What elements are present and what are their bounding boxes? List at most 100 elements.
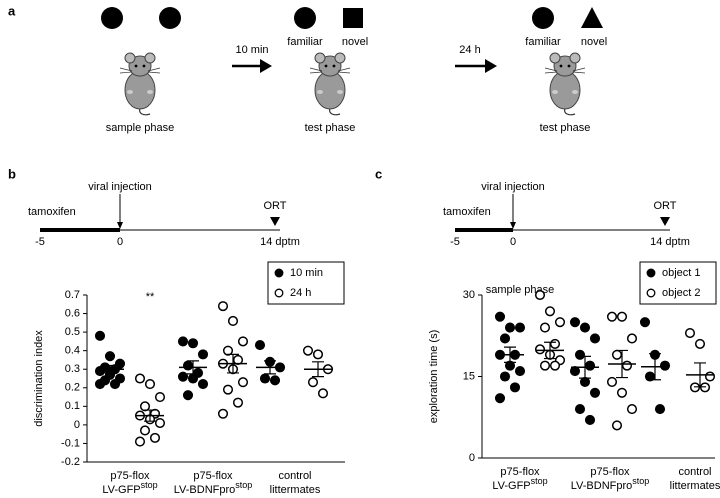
- phase-label: test phase: [540, 122, 591, 134]
- y-tick-label: 0.5: [65, 326, 80, 338]
- data-point: [544, 306, 556, 317]
- y-tick-label: 0: [74, 419, 80, 431]
- data-point: [621, 360, 633, 371]
- event-label: viral injection: [481, 181, 545, 193]
- event-arrow-head: [510, 222, 516, 229]
- group-label: p75-flox: [110, 470, 150, 482]
- delay-label: 10 min: [235, 44, 268, 56]
- data-point: [197, 349, 209, 360]
- data-point: [539, 322, 551, 333]
- data-point: [579, 376, 591, 387]
- event-label: ORT: [653, 200, 676, 212]
- error-bar: [579, 355, 591, 379]
- data-point: [611, 349, 623, 360]
- data-point: [534, 344, 546, 355]
- data-point: [154, 417, 166, 429]
- mouse: [119, 52, 161, 116]
- data-point: [514, 322, 526, 333]
- data-point: [494, 393, 506, 404]
- legend-marker: [646, 288, 656, 298]
- delay-label: 24 h: [459, 44, 480, 56]
- timeline-tick: -5: [450, 236, 460, 248]
- object: [294, 7, 316, 29]
- object-label: novel: [581, 36, 607, 48]
- data-point: [589, 333, 601, 344]
- data-point: [222, 384, 234, 395]
- data-point: [177, 336, 189, 347]
- y-axis-label: discrimination index: [33, 330, 45, 427]
- timeline-tick: 14 dptm: [260, 236, 300, 248]
- data-point: [197, 379, 209, 390]
- object: [159, 7, 181, 29]
- data-point: [639, 317, 651, 328]
- data-point: [606, 376, 618, 387]
- group-label-part: LV-BDNFpro: [174, 484, 236, 496]
- data-point: [307, 377, 319, 388]
- data-point: [217, 301, 229, 312]
- y-tick-label: 0.3: [65, 363, 80, 375]
- data-point: [94, 379, 106, 390]
- data-point: [534, 289, 546, 301]
- group-label: LV-BDNFprostop: [174, 480, 253, 496]
- y-tick-label: -0.2: [61, 456, 80, 468]
- ort-marker: [660, 217, 670, 226]
- data-point: [494, 311, 506, 322]
- event-label: tamoxifen: [28, 206, 76, 218]
- y-tick-label: 0.1: [65, 400, 80, 412]
- error-bar: [504, 346, 516, 363]
- legend-label: 24 h: [290, 287, 311, 299]
- data-point: [694, 338, 706, 349]
- data-point: [579, 322, 591, 333]
- object: [101, 7, 123, 29]
- data-point: [606, 311, 618, 322]
- legend-marker: [274, 288, 284, 298]
- y-tick-label: 15: [463, 370, 475, 382]
- error-bar: [694, 362, 706, 388]
- object-label: novel: [342, 36, 368, 48]
- y-axis-label: exploration time (s): [428, 330, 440, 424]
- data-point: [177, 371, 189, 382]
- error-bar: [227, 353, 239, 374]
- object: [343, 8, 363, 28]
- data-point: [644, 371, 656, 382]
- group-label: LV-BDNFprostop: [571, 476, 650, 492]
- timeline-tick: 14 dptm: [650, 236, 690, 248]
- ort-marker: [270, 217, 280, 226]
- data-point: [104, 351, 116, 362]
- data-point: [187, 373, 199, 384]
- event-label: tamoxifen: [443, 206, 491, 218]
- data-point: [312, 349, 324, 360]
- legend-marker: [646, 268, 656, 278]
- data-point: [237, 377, 249, 388]
- data-point: [302, 345, 314, 356]
- data-point: [504, 322, 516, 333]
- object-label: familiar: [287, 36, 323, 48]
- data-point: [589, 387, 601, 398]
- data-point: [237, 336, 249, 347]
- group-label-sup: stop: [141, 480, 158, 490]
- data-point: [94, 330, 106, 341]
- object: [532, 7, 554, 29]
- data-point: [584, 414, 596, 426]
- group-label: littermates: [670, 480, 720, 492]
- legend-label: object 2: [662, 287, 701, 299]
- group-label: control: [278, 470, 311, 482]
- timeline-tick: 0: [510, 236, 516, 248]
- data-point: [144, 379, 156, 390]
- data-point: [569, 317, 581, 328]
- data-point: [684, 327, 696, 339]
- group-label: littermates: [270, 484, 321, 496]
- panel-label: a: [8, 3, 16, 18]
- data-point: [134, 373, 146, 384]
- data-point: [626, 404, 638, 415]
- group-label-sup: stop: [632, 476, 649, 486]
- mouse: [309, 52, 351, 116]
- data-point: [574, 349, 586, 360]
- data-point: [154, 392, 166, 403]
- data-point: [232, 397, 244, 408]
- data-point: [109, 379, 121, 390]
- data-point: [514, 366, 526, 377]
- data-point: [269, 375, 281, 386]
- error-bar: [544, 341, 556, 360]
